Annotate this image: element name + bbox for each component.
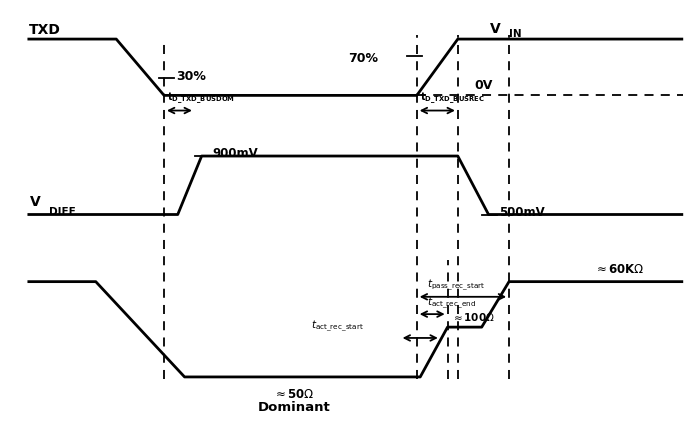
Text: $\approx$100$\Omega$: $\approx$100$\Omega$	[451, 311, 495, 323]
Text: DIFF: DIFF	[49, 207, 76, 217]
Text: 70%: 70%	[348, 52, 378, 65]
Text: 500mV: 500mV	[499, 206, 544, 219]
Text: 30%: 30%	[176, 70, 206, 83]
Text: $\mathbf{V}$: $\mathbf{V}$	[489, 22, 501, 36]
Text: $\approx$50$\Omega$: $\approx$50$\Omega$	[273, 388, 314, 401]
Text: 900mV: 900mV	[212, 147, 258, 160]
Text: $t_\mathrm{act\_rec\_end}$: $t_\mathrm{act\_rec\_end}$	[427, 295, 476, 311]
Text: $\mathbf{t}$$_\mathbf{D\_TXD\_BUSDOM}$: $\mathbf{t}$$_\mathbf{D\_TXD\_BUSDOM}$	[167, 91, 236, 106]
Text: $\mathbf{V}$: $\mathbf{V}$	[29, 194, 42, 209]
Text: Dominant: Dominant	[257, 401, 330, 414]
Text: $t_\mathrm{act\_rec\_start}$: $t_\mathrm{act\_rec\_start}$	[311, 319, 364, 335]
Text: $\mathbf{t}$$_\mathbf{D\_TXD\_BUSREC}$: $\mathbf{t}$$_\mathbf{D\_TXD\_BUSREC}$	[420, 91, 485, 106]
Text: TXD: TXD	[29, 23, 61, 37]
Text: 0V: 0V	[475, 79, 493, 92]
Text: $\approx$60K$\Omega$: $\approx$60K$\Omega$	[595, 263, 645, 276]
Text: IN: IN	[509, 29, 521, 39]
Text: $t_\mathrm{pass\_rec\_start}$: $t_\mathrm{pass\_rec\_start}$	[427, 278, 485, 293]
